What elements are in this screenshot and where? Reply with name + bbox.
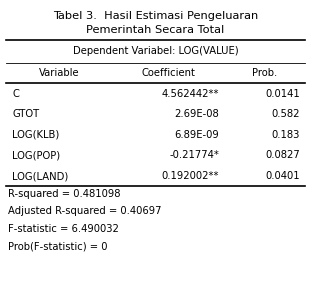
Text: Variable: Variable [39, 68, 79, 78]
Text: LOG(POP): LOG(POP) [12, 150, 61, 161]
Text: 0.192002**: 0.192002** [162, 171, 219, 181]
Text: LOG(LAND): LOG(LAND) [12, 171, 69, 181]
Text: 0.0827: 0.0827 [265, 150, 300, 161]
Text: Prob(F-statistic) = 0: Prob(F-statistic) = 0 [8, 241, 107, 251]
Text: F-statistic = 6.490032: F-statistic = 6.490032 [8, 224, 119, 234]
Text: Coefficient: Coefficient [141, 68, 195, 78]
Text: Dependent Variabel: LOG(VALUE): Dependent Variabel: LOG(VALUE) [73, 46, 238, 56]
Text: Adjusted R-squared = 0.40697: Adjusted R-squared = 0.40697 [8, 206, 161, 216]
Text: Pemerintah Secara Total: Pemerintah Secara Total [86, 25, 225, 35]
Text: R-squared = 0.481098: R-squared = 0.481098 [8, 189, 120, 199]
Text: 0.183: 0.183 [272, 130, 300, 140]
Text: Tabel 3.  Hasil Estimasi Pengeluaran: Tabel 3. Hasil Estimasi Pengeluaran [53, 11, 258, 21]
Text: -0.21774*: -0.21774* [169, 150, 219, 161]
Text: 0.0401: 0.0401 [266, 171, 300, 181]
Text: 4.562442**: 4.562442** [162, 88, 219, 99]
Text: 2.69E-08: 2.69E-08 [174, 109, 219, 119]
Text: LOG(KLB): LOG(KLB) [12, 130, 60, 140]
Text: 6.89E-09: 6.89E-09 [174, 130, 219, 140]
Text: Prob.: Prob. [252, 68, 277, 78]
Text: GTOT: GTOT [12, 109, 39, 119]
Text: 0.582: 0.582 [272, 109, 300, 119]
Text: 0.0141: 0.0141 [265, 88, 300, 99]
Text: C: C [12, 88, 19, 99]
